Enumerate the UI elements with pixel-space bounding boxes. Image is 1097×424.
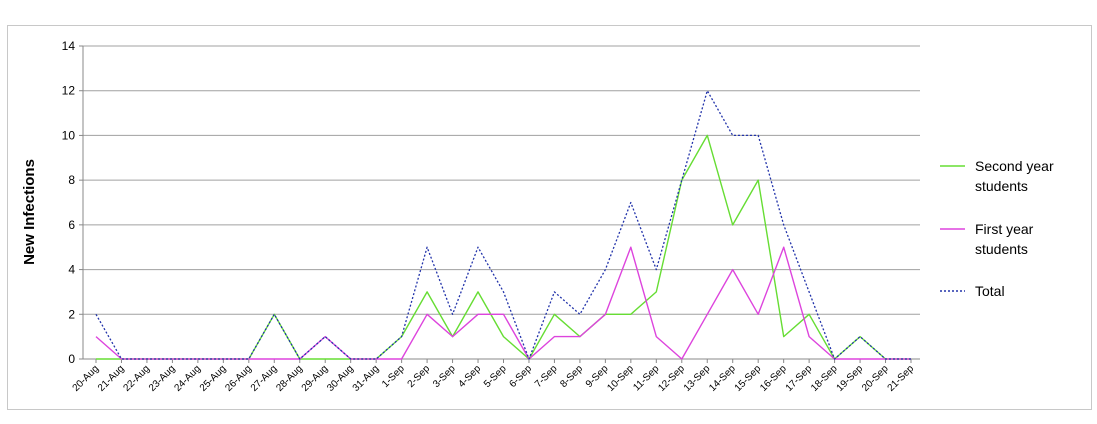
x-tick-label: 25-Aug: [198, 363, 229, 394]
x-tick-label: 3-Sep: [431, 363, 458, 390]
x-tick-label: 5-Sep: [482, 363, 509, 390]
y-tick-label: 10: [62, 128, 76, 142]
series-line-total: [95, 90, 911, 360]
legend: Second year students First year students Tot…: [940, 158, 1054, 299]
y-tick-label: 8: [68, 173, 75, 187]
x-tick-label: 14-Sep: [707, 363, 738, 394]
x-tick-label: 30-Aug: [325, 363, 356, 394]
x-tick-label: 26-Aug: [223, 363, 254, 394]
series-line-second-year-students: [96, 134, 911, 360]
y-axis-label: New Infections: [21, 159, 38, 265]
y-tick-labels: 0 2 4 6 8 10 12 14: [62, 39, 76, 366]
y-tick-label: 12: [62, 84, 76, 98]
legend-label: Total: [975, 283, 1005, 299]
x-tick-label: 31-Aug: [351, 363, 382, 394]
x-tick-label: 24-Aug: [172, 363, 203, 394]
series-lines: [95, 90, 911, 360]
x-tick-label: 11-Sep: [631, 363, 661, 393]
x-tick-label: 20-Sep: [860, 363, 891, 394]
x-tick-label: 22-Aug: [121, 363, 152, 394]
x-tick-label: 16-Sep: [758, 363, 789, 394]
x-tick-label: 15-Sep: [733, 363, 764, 394]
x-tick-label: 19-Sep: [835, 363, 866, 394]
x-tick-label: 7-Sep: [533, 363, 560, 390]
legend-label: Second year: [975, 158, 1054, 174]
axes: [79, 45, 920, 363]
legend-label: First year: [975, 221, 1034, 237]
x-tick-label: 23-Aug: [147, 363, 178, 394]
x-tick-label: 10-Sep: [605, 363, 636, 394]
y-tick-label: 6: [68, 218, 75, 232]
series-line-first-year-students: [95, 246, 911, 360]
x-tick-label: 21-Sep: [886, 363, 917, 394]
x-tick-label: 29-Aug: [300, 363, 331, 394]
x-tick-label: 27-Aug: [249, 363, 280, 394]
x-tick-label: 6-Sep: [507, 363, 534, 390]
x-tick-label: 17-Sep: [784, 363, 815, 394]
y-tick-label: 14: [62, 39, 76, 53]
y-tick-label: 0: [68, 352, 75, 366]
x-tick-labels: 20-Aug21-Aug22-Aug23-Aug24-Aug25-Aug26-A…: [71, 363, 917, 394]
x-tick-label: 12-Sep: [656, 363, 687, 394]
legend-label: students: [975, 241, 1028, 257]
chart-frame: [7, 25, 1092, 410]
legend-label: students: [975, 178, 1028, 194]
x-tick-label: 1-Sep: [380, 363, 407, 390]
x-tick-label: 8-Sep: [558, 363, 585, 390]
y-tick-label: 4: [68, 263, 75, 277]
x-tick-label: 28-Aug: [274, 363, 305, 394]
x-tick-label: 18-Sep: [809, 363, 840, 394]
x-tick-label: 20-Aug: [71, 363, 102, 394]
gridlines: [83, 45, 920, 315]
x-tick-label: 4-Sep: [457, 363, 484, 390]
y-tick-label: 2: [68, 307, 75, 321]
x-tick-label: 21-Aug: [96, 363, 127, 394]
x-tick-label: 2-Sep: [406, 363, 433, 390]
x-tick-label: 13-Sep: [682, 363, 713, 394]
